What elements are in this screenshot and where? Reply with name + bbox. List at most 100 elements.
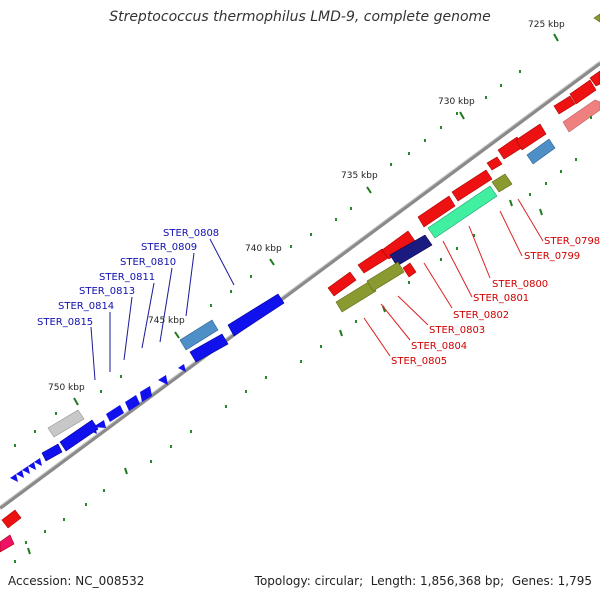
gene-block[interactable] [451,169,493,202]
tick-dot [25,541,27,544]
gene-block[interactable] [366,261,405,292]
reverse-strand-genes [10,293,285,482]
gene-block[interactable] [22,466,30,474]
gene-block[interactable] [515,123,547,151]
gene-block[interactable] [10,474,18,482]
gene-label[interactable]: STER_0803 [429,325,485,336]
tick-dot [355,320,357,323]
major-tick [73,397,79,406]
gene-block[interactable] [28,462,36,470]
gene-block[interactable] [189,333,229,363]
tick-dot [424,139,426,142]
gene-label[interactable]: STER_0801 [473,293,529,304]
gene-block[interactable] [41,443,63,462]
gene-block[interactable] [589,70,600,87]
major-tick [27,547,31,555]
gene-label[interactable]: STER_0810 [120,257,176,268]
tick-dot [100,390,102,393]
gene-block[interactable] [0,534,15,553]
tick-dot [440,258,442,261]
gene-block[interactable] [417,195,456,228]
gene-block[interactable] [16,470,24,478]
gene-label[interactable]: STER_0798 [544,236,600,247]
major-tick [539,208,543,216]
gene-block[interactable] [158,375,168,385]
gene-block[interactable] [178,364,186,372]
forward-leader-lines [363,198,544,357]
gene-block[interactable] [526,138,556,165]
genes-value: 1,795 [557,574,592,588]
major-tick [339,329,343,337]
gene-block[interactable] [106,405,124,422]
tick-dot [34,430,36,433]
gene-block[interactable] [335,280,377,313]
genes-label: Genes: [511,574,554,588]
gene-label[interactable]: STER_0809 [141,242,197,253]
gene-block[interactable] [179,319,219,351]
topology-value: circular [314,574,360,588]
length-value: 1,856,368 bp [420,574,501,588]
tick-dot [265,376,267,379]
gene-label[interactable]: STER_0808 [163,228,219,239]
genome-backbone [0,61,600,510]
gene-block[interactable] [486,156,503,171]
accession-info: Accession: NC_008532 [8,574,144,588]
gene-block[interactable] [227,293,285,337]
tick-dot [310,233,312,236]
gene-block[interactable] [1,509,22,529]
gene-block[interactable] [402,262,417,278]
gene-block[interactable] [427,185,498,239]
ruler-label: 730 kbp [438,97,475,107]
gene-block[interactable] [34,458,42,466]
tick-dot [545,182,547,185]
gene-block[interactable] [389,234,433,267]
tick-dot [300,360,302,363]
major-tick [174,331,180,339]
ruler-label: 740 kbp [245,244,282,254]
genome-backbone-highlight [0,60,600,507]
gene-label[interactable]: STER_0805 [391,356,447,367]
tick-dot [456,247,458,250]
gene-label[interactable]: STER_0813 [79,286,135,297]
tick-dot [44,530,46,533]
tick-dot [14,444,16,447]
gene-block[interactable] [553,95,576,115]
tick-dot [560,170,562,173]
tick-dot [225,405,227,408]
gene-block[interactable] [357,248,389,274]
gene-block[interactable] [569,79,597,105]
gene-label[interactable]: STER_0804 [411,341,467,352]
tick-dot [390,163,392,166]
gene-block[interactable] [327,271,357,297]
tick-dot [529,193,531,196]
major-tick [553,33,559,42]
tick-dot [85,503,87,506]
ruler-label: 745 kbp [148,316,185,326]
gene-label[interactable]: STER_0799 [524,251,580,262]
reverse-gene-labels: STER_0808 STER_0809 STER_0810 STER_0811 … [37,228,219,328]
topology-label: Topology: [254,574,311,588]
tick-dot [350,207,352,210]
forward-strand-genes [0,13,600,553]
gene-label[interactable]: STER_0802 [453,310,509,321]
gene-block[interactable] [125,395,140,411]
gene-block[interactable] [491,173,513,193]
genome-stats: Topology: circular; Length: 1,856,368 bp… [254,574,592,588]
gene-label[interactable]: STER_0815 [37,317,93,328]
ruler-label: 725 kbp [528,20,565,30]
tick-dot [290,245,292,248]
tick-dot [485,96,487,99]
ruler-label: 750 kbp [48,383,85,393]
gene-block[interactable] [47,409,85,438]
reverse-leader-lines [90,238,235,381]
gene-block[interactable] [59,419,99,452]
tick-dot [210,304,212,307]
gene-block[interactable] [140,386,152,402]
gene-label[interactable]: STER_0811 [99,272,155,283]
gene-block[interactable] [593,13,600,23]
accession-value: NC_008532 [75,574,145,588]
tick-dot [14,560,16,563]
gene-label[interactable]: STER_0800 [492,279,548,290]
gene-block[interactable] [562,99,600,133]
gene-label[interactable]: STER_0814 [58,301,114,312]
